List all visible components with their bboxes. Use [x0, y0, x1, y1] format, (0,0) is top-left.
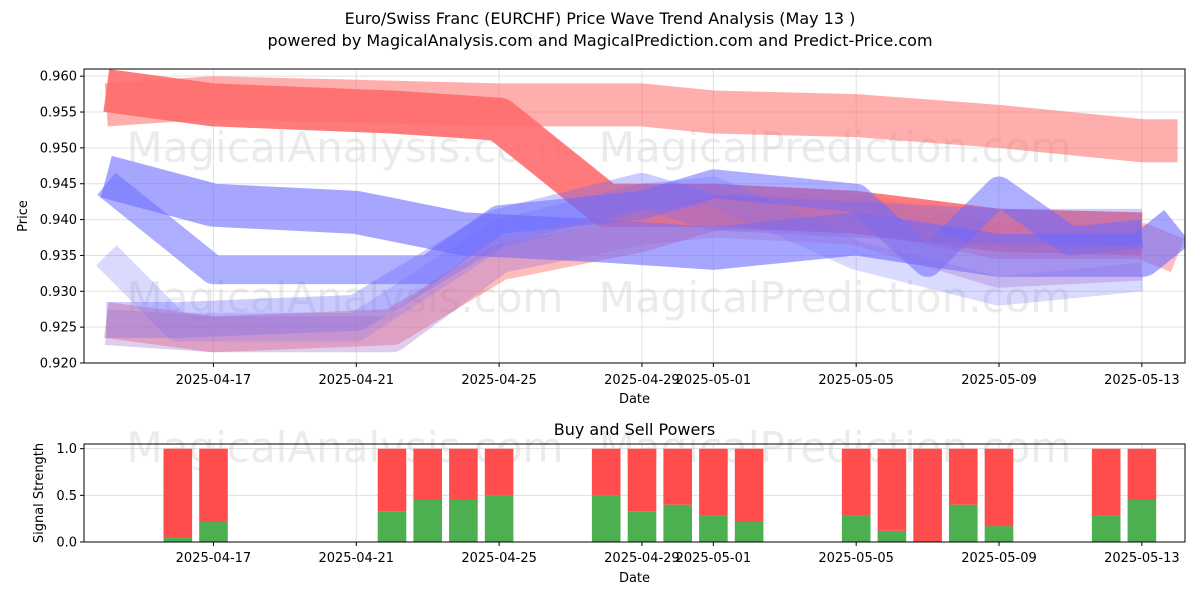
x-tick-label: 2025-05-09 — [961, 551, 1037, 566]
sell-bar — [663, 448, 692, 505]
buy-bar — [841, 515, 871, 542]
chart-title: Euro/Swiss Franc (EURCHF) Price Wave Tre… — [344, 9, 856, 28]
wave-band-6 — [96, 176, 1144, 342]
sell-bar — [1127, 448, 1157, 500]
buy-bar — [734, 521, 764, 542]
y-axis-label: Signal Strength — [32, 443, 47, 543]
x-tick-label: 2025-04-29 — [604, 373, 680, 388]
buy-bar — [377, 511, 407, 542]
y-tick-label: 0.940 — [40, 213, 77, 228]
buy-bar — [163, 537, 193, 542]
sell-bar — [163, 448, 193, 538]
x-tick-label: 2025-05-05 — [818, 551, 894, 566]
x-tick-label: 2025-04-25 — [461, 551, 537, 566]
wave-band-5 — [106, 172, 1142, 338]
y-tick-label: 0.955 — [40, 106, 77, 121]
price-wave-chart: MagicalAnalysis.com MagicalPrediction.com… — [16, 68, 1186, 407]
buy-bar — [449, 500, 478, 542]
buy-bar — [591, 495, 621, 542]
y-tick-label: 0.945 — [40, 177, 77, 192]
sell-bar — [913, 448, 942, 542]
wave-band-1 — [104, 76, 1178, 163]
chart-subtitle: powered by MagicalAnalysis.com and Magic… — [267, 31, 933, 50]
buy-bar — [699, 515, 728, 542]
sell-bar — [734, 448, 764, 522]
y-tick-label: 0.0 — [56, 536, 77, 551]
title-block: Euro/Swiss Franc (EURCHF) Price Wave Tre… — [0, 8, 1200, 52]
buy-bar — [413, 500, 442, 542]
power-chart-title: Buy and Sell Powers — [554, 420, 716, 439]
wave-band-7 — [105, 201, 1143, 353]
x-tick-label: 2025-04-17 — [176, 551, 252, 566]
buy-bar — [1091, 515, 1121, 542]
x-tick-label: 2025-04-21 — [318, 373, 394, 388]
x-tick-label: 2025-04-25 — [461, 373, 537, 388]
sell-bar — [627, 448, 657, 512]
y-axis-label: Price — [16, 200, 31, 232]
x-tick-label: 2025-05-13 — [1104, 551, 1180, 566]
sell-bar — [199, 448, 228, 522]
sell-bar — [841, 448, 871, 516]
buy-sell-power-chart: MagicalAnalysis.com MagicalPrediction.com… — [32, 420, 1186, 586]
y-tick-label: 0.925 — [40, 321, 77, 336]
wave-bands — [96, 69, 1185, 353]
buy-bar — [877, 530, 907, 542]
y-tick-label: 0.960 — [40, 70, 77, 85]
x-axis-label: Date — [619, 571, 650, 586]
y-tick-label: 0.930 — [40, 285, 77, 300]
x-tick-label: 2025-05-05 — [818, 373, 894, 388]
x-tick-label: 2025-05-01 — [676, 551, 752, 566]
sell-bar — [949, 448, 978, 505]
y-tick-label: 0.950 — [40, 141, 77, 156]
sell-bar — [449, 448, 478, 500]
sell-bar — [877, 448, 907, 531]
sell-bar — [1091, 448, 1121, 516]
x-tick-label: 2025-05-01 — [676, 373, 752, 388]
x-tick-label: 2025-04-29 — [604, 551, 680, 566]
x-tick-label: 2025-05-13 — [1104, 373, 1180, 388]
buy-bar — [663, 504, 692, 542]
sell-bar — [377, 448, 407, 512]
plot-frame — [83, 443, 1186, 543]
x-tick-label: 2025-05-09 — [961, 373, 1037, 388]
buy-bar — [949, 504, 978, 542]
x-axis-label: Date — [619, 392, 650, 407]
y-tick-label: 0.935 — [40, 249, 77, 264]
x-tick-label: 2025-04-17 — [176, 373, 252, 388]
buy-bar — [484, 495, 514, 542]
sell-bar — [591, 448, 621, 496]
buy-bar — [627, 511, 657, 542]
y-tick-label: 0.5 — [56, 489, 77, 504]
sell-bar — [484, 448, 514, 496]
y-tick-label: 0.920 — [40, 357, 77, 372]
buy-bar — [984, 526, 1014, 542]
sell-bar — [413, 448, 442, 500]
plot-frame — [83, 68, 1186, 364]
y-tick-label: 1.0 — [56, 442, 77, 457]
sell-bar — [984, 448, 1014, 527]
wave-band-4 — [97, 169, 1144, 285]
watermark-text: MagicalPrediction.com — [599, 273, 1072, 322]
buy-bar — [199, 521, 228, 542]
x-tick-label: 2025-04-21 — [318, 551, 394, 566]
buy-bar — [1127, 500, 1157, 542]
sell-bar — [699, 448, 728, 516]
